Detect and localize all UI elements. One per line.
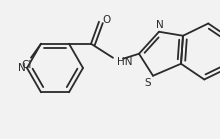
Text: HN: HN — [117, 57, 132, 67]
Text: S: S — [145, 78, 151, 88]
Text: N: N — [156, 20, 164, 30]
Text: N: N — [18, 63, 26, 73]
Text: Cl: Cl — [22, 60, 32, 70]
Text: O: O — [102, 15, 110, 25]
